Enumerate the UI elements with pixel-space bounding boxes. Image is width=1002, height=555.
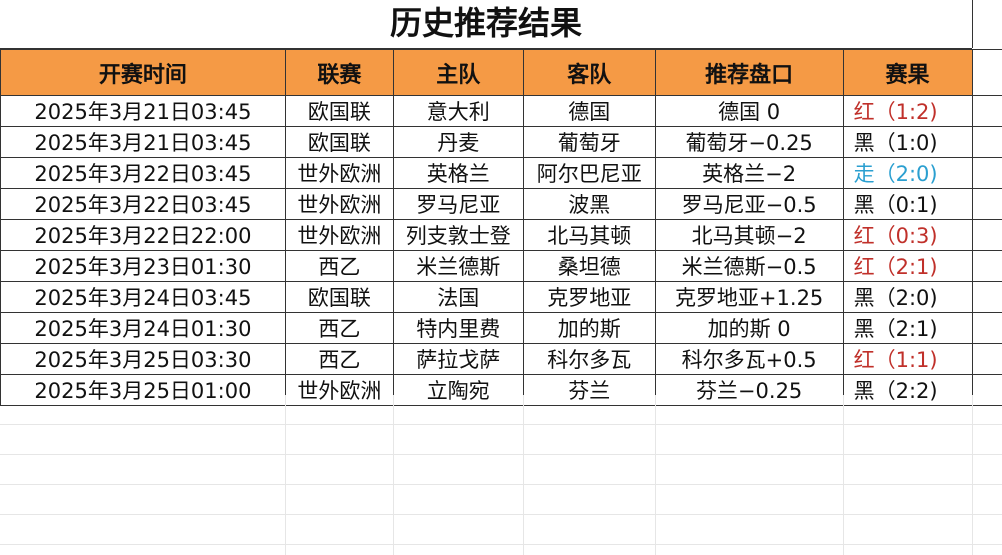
cell-pick[interactable]: 北马其顿−2 [654,219,844,251]
empty-cell[interactable] [971,281,1002,313]
cell-time[interactable]: 2025年3月24日03:45 [0,281,286,313]
cell-home[interactable]: 意大利 [392,95,524,127]
table-row: 2025年3月22日22:00 世外欧洲 列支敦士登 北马其顿 北马其顿−2 红（0:3) [0,219,1002,251]
cell-league[interactable]: 世外欧洲 [284,157,394,189]
cell-league[interactable]: 西乙 [284,312,394,344]
cell-league[interactable]: 西乙 [284,250,394,282]
cell-result[interactable]: 红（0:3) [842,219,973,251]
header-league[interactable]: 联赛 [284,49,394,96]
cell-home[interactable]: 法国 [392,281,524,313]
header-row: 开赛时间 联赛 主队 客队 推荐盘口 赛果 [0,49,1002,96]
cell-result[interactable]: 黑（2:1) [842,312,973,344]
cell-time[interactable]: 2025年3月22日03:45 [0,157,286,189]
cell-away[interactable]: 桑坦德 [522,250,656,282]
table-row: 2025年3月22日03:45 世外欧洲 罗马尼亚 波黑 罗马尼亚−0.5 黑（0:1) [0,188,1002,220]
cell-away[interactable]: 克罗地亚 [522,281,656,313]
cell-pick[interactable]: 克罗地亚+1.25 [654,281,844,313]
header-away[interactable]: 客队 [522,49,656,96]
header-result[interactable]: 赛果 [842,49,973,96]
cell-home[interactable]: 英格兰 [392,157,524,189]
cell-time[interactable]: 2025年3月22日03:45 [0,188,286,220]
cell-home[interactable]: 列支敦士登 [392,219,524,251]
cell-result[interactable]: 红（1:2) [842,95,973,127]
cell-pick[interactable]: 德国 0 [654,95,844,127]
cell-result[interactable]: 黑（0:1) [842,188,973,220]
cell-away[interactable]: 德国 [522,95,656,127]
empty-cell[interactable] [971,188,1002,220]
empty-cell[interactable] [971,219,1002,251]
cell-result[interactable]: 走（2:0) [842,157,973,189]
cell-pick[interactable]: 罗马尼亚−0.5 [654,188,844,220]
cell-away[interactable]: 葡萄牙 [522,126,656,158]
empty-cell[interactable] [971,250,1002,282]
cell-pick[interactable]: 英格兰−2 [654,157,844,189]
header-pick[interactable]: 推荐盘口 [654,49,844,96]
table-row: 2025年3月24日03:45 欧国联 法国 克罗地亚 克罗地亚+1.25 黑（2:0) [0,281,1002,313]
cell-pick[interactable]: 米兰德斯−0.5 [654,250,844,282]
cell-time[interactable]: 2025年3月25日03:30 [0,343,286,375]
cell-pick[interactable]: 葡萄牙−0.25 [654,126,844,158]
cell-away[interactable]: 阿尔巴尼亚 [522,157,656,189]
empty-cell[interactable] [971,126,1002,158]
empty-grid [0,395,1002,555]
cell-home[interactable]: 丹麦 [392,126,524,158]
cell-home[interactable]: 萨拉戈萨 [392,343,524,375]
cell-home[interactable]: 罗马尼亚 [392,188,524,220]
cell-league[interactable]: 世外欧洲 [284,188,394,220]
cell-result[interactable]: 红（1:1) [842,343,973,375]
cell-result[interactable]: 黑（1:0) [842,126,973,158]
cell-result[interactable]: 红（2:1) [842,250,973,282]
cell-league[interactable]: 世外欧洲 [284,219,394,251]
cell-league[interactable]: 欧国联 [284,126,394,158]
cell-time[interactable]: 2025年3月21日03:45 [0,126,286,158]
cell-away[interactable]: 科尔多瓦 [522,343,656,375]
cell-time[interactable]: 2025年3月24日01:30 [0,312,286,344]
table-row: 2025年3月25日03:30 西乙 萨拉戈萨 科尔多瓦 科尔多瓦+0.5 红（1:1) [0,343,1002,375]
table-row: 2025年3月23日01:30 西乙 米兰德斯 桑坦德 米兰德斯−0.5 红（2:1) [0,250,1002,282]
cell-time[interactable]: 2025年3月23日01:30 [0,250,286,282]
cell-time[interactable]: 2025年3月22日22:00 [0,219,286,251]
grid-line [843,395,844,555]
table-row: 2025年3月24日01:30 西乙 特内里费 加的斯 加的斯 0 黑（2:1) [0,312,1002,344]
grid-line [285,395,286,555]
grid-line [972,395,973,555]
cell-home[interactable]: 特内里费 [392,312,524,344]
cell-league[interactable]: 欧国联 [284,281,394,313]
cell-away[interactable]: 波黑 [522,188,656,220]
cell-league[interactable]: 西乙 [284,343,394,375]
cell-away[interactable]: 北马其顿 [522,219,656,251]
empty-cell[interactable] [971,343,1002,375]
empty-cell[interactable] [971,49,1002,96]
cell-pick[interactable]: 加的斯 0 [654,312,844,344]
cell-time[interactable]: 2025年3月21日03:45 [0,95,286,127]
header-time[interactable]: 开赛时间 [0,49,286,96]
cell-border [972,0,973,48]
cell-away[interactable]: 加的斯 [522,312,656,344]
empty-cell[interactable] [971,312,1002,344]
cell-home[interactable]: 米兰德斯 [392,250,524,282]
table-row: 2025年3月21日03:45 欧国联 意大利 德国 德国 0 红（1:2) [0,95,1002,127]
empty-cell[interactable] [971,157,1002,189]
table-row: 2025年3月22日03:45 世外欧洲 英格兰 阿尔巴尼亚 英格兰−2 走（2:0) [0,157,1002,189]
cell-league[interactable]: 欧国联 [284,95,394,127]
grid-line [523,395,524,555]
header-home[interactable]: 主队 [392,49,524,96]
results-table: 开赛时间 联赛 主队 客队 推荐盘口 赛果 2025年3月21日03:45 欧国联 意大利 德国… [0,49,1002,406]
cell-result[interactable]: 黑（2:0) [842,281,973,313]
table-row: 2025年3月21日03:45 欧国联 丹麦 葡萄牙 葡萄牙−0.25 黑（1:0) [0,126,1002,158]
grid-line [393,395,394,555]
cell-pick[interactable]: 科尔多瓦+0.5 [654,343,844,375]
grid-line [655,395,656,555]
empty-cell[interactable] [971,95,1002,127]
sheet-title: 历史推荐结果 [0,0,972,49]
